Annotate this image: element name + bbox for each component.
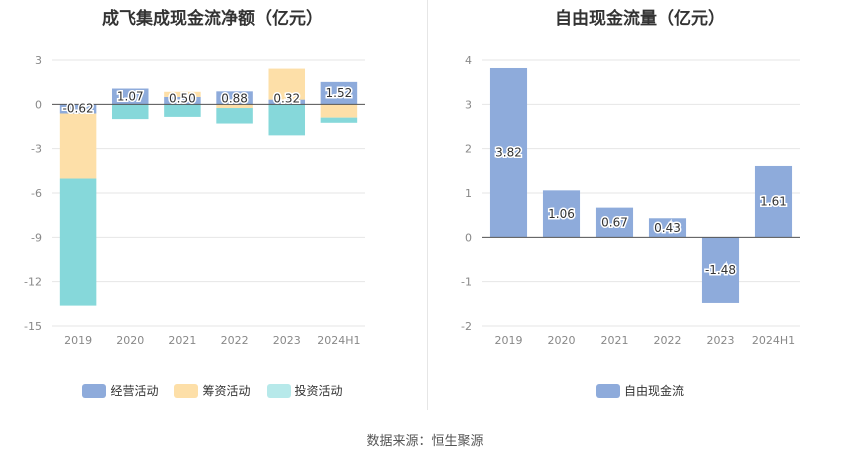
x-tick-label: 2021 xyxy=(601,334,629,347)
x-tick-label: 2020 xyxy=(116,334,144,347)
panel-divider xyxy=(427,0,428,410)
y-tick-label: -1 xyxy=(461,276,472,289)
chart-title: 自由现金流量（亿元） xyxy=(555,9,725,29)
bar-financing xyxy=(164,91,201,97)
data-label: 0.67 xyxy=(601,215,628,229)
bar-fcf xyxy=(595,207,634,238)
bar-financing xyxy=(320,104,358,118)
x-tick-label: 2022 xyxy=(221,334,249,347)
y-tick-label: 2 xyxy=(465,143,472,156)
x-tick-label: 2022 xyxy=(654,334,682,347)
y-tick-label: -3 xyxy=(31,143,42,156)
bar-investing xyxy=(111,104,149,120)
x-tick-label: 2024H1 xyxy=(317,334,360,347)
x-tick-label: 2020 xyxy=(548,334,576,347)
data-label: 3.82 xyxy=(495,146,522,160)
legend-item-fcf[interactable]: 自由现金流 xyxy=(595,382,684,399)
chart-legend: 自由现金流 xyxy=(430,382,850,399)
y-tick-label: -9 xyxy=(31,231,42,244)
legend-label: 筹资活动 xyxy=(202,384,251,398)
y-tick-label: 3 xyxy=(465,98,472,111)
bar-financing xyxy=(268,68,306,100)
y-tick-label: -12 xyxy=(24,276,42,289)
bar-investing xyxy=(59,178,97,306)
data-label: 1.52 xyxy=(326,86,353,100)
bar-operating xyxy=(111,88,149,105)
chart-legend: 经营活动 筹资活动 投资活动 xyxy=(0,382,425,399)
data-label: -0.62 xyxy=(63,101,94,115)
cash-flow-chart-panel: 成飞集成现金流净额（亿元） 3 0 -3 -6 -9 -12 -15 2019 2020 2021… xyxy=(0,0,425,410)
legend-swatch xyxy=(174,383,199,398)
data-label: 0.50 xyxy=(169,91,196,105)
bar-fcf xyxy=(701,237,740,303)
data-label: 0.43 xyxy=(654,221,681,235)
y-tick-label: 1 xyxy=(465,187,472,200)
bar-fcf xyxy=(754,165,793,238)
data-label: -1.48 xyxy=(705,263,736,277)
data-label: 1.61 xyxy=(760,195,787,209)
data-label: 0.88 xyxy=(221,91,248,105)
y-tick-label: -2 xyxy=(461,320,472,333)
bar-fcf xyxy=(542,190,581,238)
bar-investing xyxy=(320,117,358,123)
bar-operating xyxy=(59,104,97,114)
legend-item-investing[interactable]: 投资活动 xyxy=(266,382,343,399)
bar-investing xyxy=(164,104,201,117)
legend-label: 自由现金流 xyxy=(623,384,684,398)
cash-flow-chart: 3 0 -3 -6 -9 -12 -15 2019 2020 2021 2022 2023 2024H1… xyxy=(24,54,365,347)
bar-financing xyxy=(216,104,253,109)
y-tick-label: -6 xyxy=(31,187,42,200)
bar-fcf xyxy=(489,67,528,238)
x-tick-label: 2024H1 xyxy=(752,334,795,347)
bar-operating xyxy=(320,81,358,105)
free-cash-flow-chart: 4 3 2 1 0 -1 -2 2019 2020 2021 2022 2023 2024H1 3.82 1… xyxy=(461,54,800,347)
legend-item-financing[interactable]: 筹资活动 xyxy=(174,382,251,399)
legend-swatch xyxy=(82,383,107,398)
x-tick-label: 2023 xyxy=(273,334,301,347)
legend-label: 经营活动 xyxy=(110,384,159,398)
bar-investing xyxy=(268,104,306,136)
legend-swatch xyxy=(266,383,291,398)
x-tick-label: 2023 xyxy=(707,334,735,347)
y-tick-label: 3 xyxy=(35,54,42,67)
data-label: 0.32 xyxy=(273,91,300,105)
x-tick-label: 2021 xyxy=(168,334,196,347)
legend-item-operating[interactable]: 经营活动 xyxy=(82,382,158,399)
chart-title: 成飞集成现金流净额（亿元） xyxy=(102,9,323,29)
legend-label: 投资活动 xyxy=(294,384,343,398)
bar-investing xyxy=(216,108,253,124)
free-cash-flow-chart-panel: 自由现金流量（亿元） 4 3 2 1 0 -1 -2 2019 2020 2021 2022 2023… xyxy=(430,0,850,410)
y-tick-label: -15 xyxy=(24,320,42,333)
data-label: 1.07 xyxy=(117,89,144,103)
bar-operating xyxy=(164,96,201,105)
y-tick-label: 0 xyxy=(35,98,42,111)
data-label: 1.06 xyxy=(548,207,575,221)
bar-financing xyxy=(59,113,97,179)
bar-fcf xyxy=(648,218,687,238)
legend-swatch xyxy=(595,383,620,398)
bar-operating xyxy=(216,91,253,105)
data-source-note: 数据来源：恒生聚源 xyxy=(366,434,484,449)
x-tick-label: 2019 xyxy=(495,334,523,347)
y-tick-label: 0 xyxy=(465,231,472,244)
y-tick-label: 4 xyxy=(465,54,472,67)
bar-operating xyxy=(268,99,306,105)
x-tick-label: 2019 xyxy=(64,334,92,347)
